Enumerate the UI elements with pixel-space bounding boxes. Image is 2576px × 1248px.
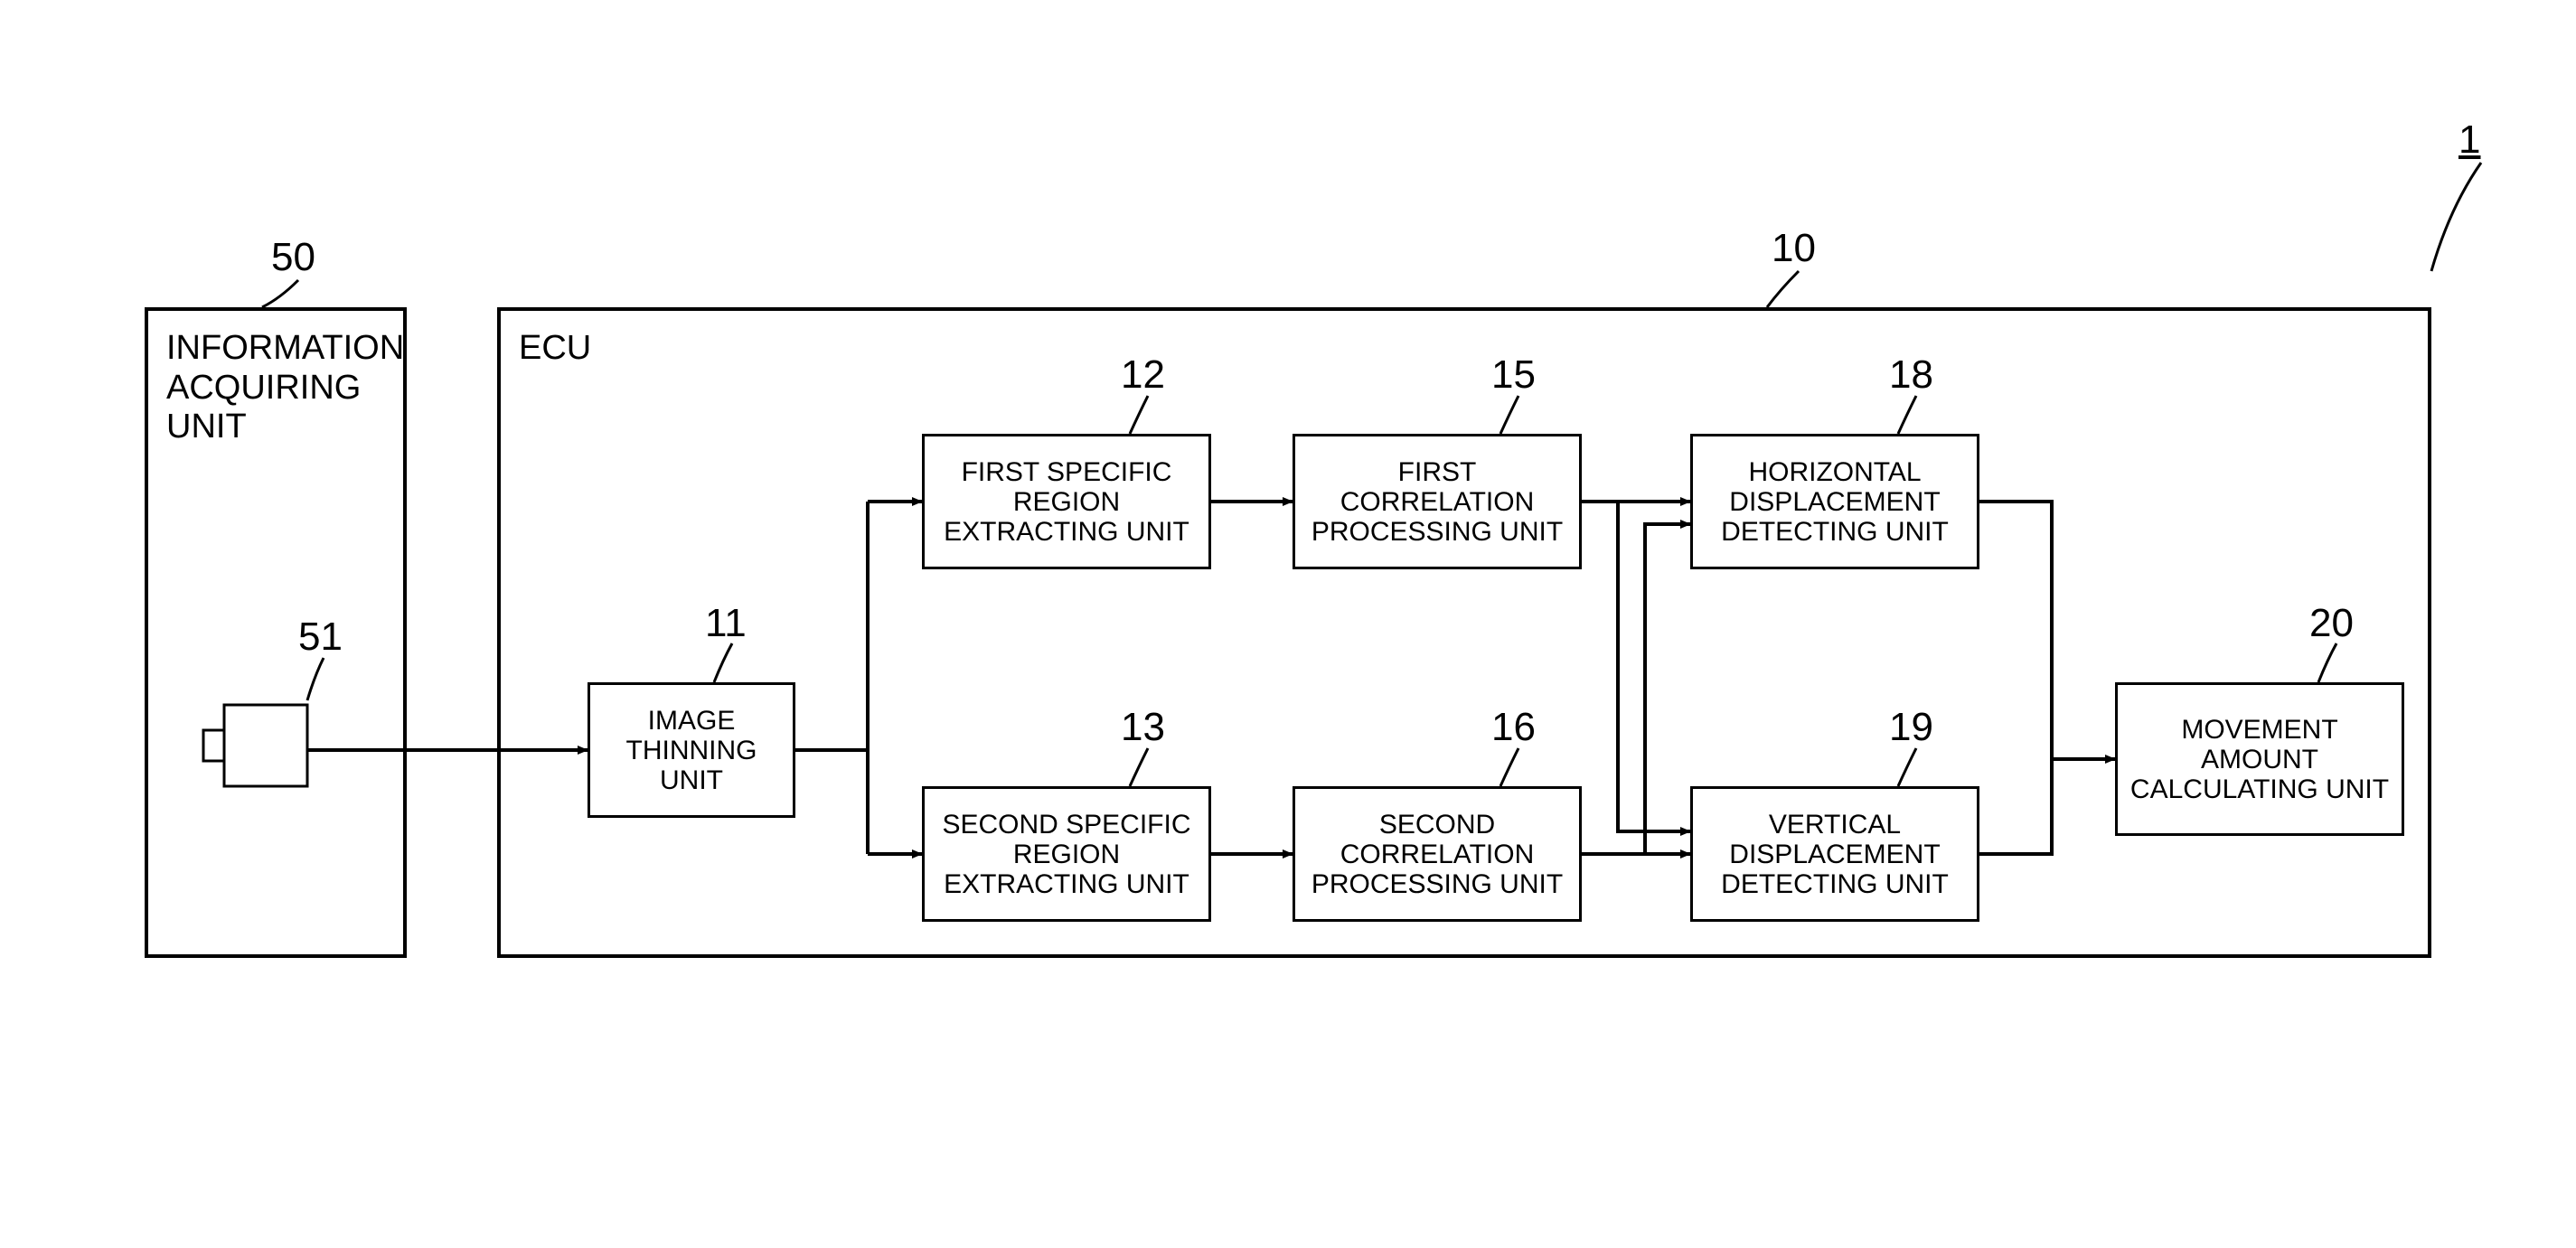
ref-12: 12 [1121, 352, 1165, 398]
info-unit-title: INFORMATION ACQUIRING UNIT [166, 329, 404, 447]
block-horiz-disp: HORIZONTAL DISPLACEMENT DETECTING UNIT [1690, 434, 1979, 569]
block-image-thinning: IMAGE THINNING UNIT [588, 682, 795, 818]
block-first-region: FIRST SPECIFIC REGION EXTRACTING UNIT [922, 434, 1211, 569]
ref-20: 20 [2309, 601, 2354, 646]
ref-18: 18 [1889, 352, 1933, 398]
ecu-title: ECU [519, 329, 591, 369]
info-unit-box: INFORMATION ACQUIRING UNIT [145, 307, 407, 958]
block-label: HORIZONTAL DISPLACEMENT DETECTING UNIT [1698, 457, 1971, 547]
block-label: IMAGE THINNING UNIT [596, 706, 787, 795]
ref-51: 51 [298, 615, 343, 660]
ref-50: 50 [271, 235, 315, 280]
ref-16: 16 [1491, 705, 1536, 750]
block-label: VERTICAL DISPLACEMENT DETECTING UNIT [1698, 810, 1971, 899]
ref-11: 11 [705, 601, 747, 646]
block-label: MOVEMENT AMOUNT CALCULATING UNIT [2123, 715, 2396, 804]
block-vert-disp: VERTICAL DISPLACEMENT DETECTING UNIT [1690, 786, 1979, 922]
block-label: SECOND SPECIFIC REGION EXTRACTING UNIT [930, 810, 1203, 899]
block-second-region: SECOND SPECIFIC REGION EXTRACTING UNIT [922, 786, 1211, 922]
ref-system: 1 [2458, 117, 2480, 163]
block-movement: MOVEMENT AMOUNT CALCULATING UNIT [2115, 682, 2404, 836]
ref-13: 13 [1121, 705, 1165, 750]
block-first-corr: FIRST CORRELATION PROCESSING UNIT [1293, 434, 1582, 569]
block-second-corr: SECOND CORRELATION PROCESSING UNIT [1293, 786, 1582, 922]
block-label: FIRST SPECIFIC REGION EXTRACTING UNIT [930, 457, 1203, 547]
ref-10: 10 [1772, 226, 1816, 271]
diagram-canvas: 1 INFORMATION ACQUIRING UNIT 50 51 ECU 1… [0, 0, 2576, 1248]
block-label: SECOND CORRELATION PROCESSING UNIT [1301, 810, 1574, 899]
block-label: FIRST CORRELATION PROCESSING UNIT [1301, 457, 1574, 547]
ref-15: 15 [1491, 352, 1536, 398]
ref-19: 19 [1889, 705, 1933, 750]
